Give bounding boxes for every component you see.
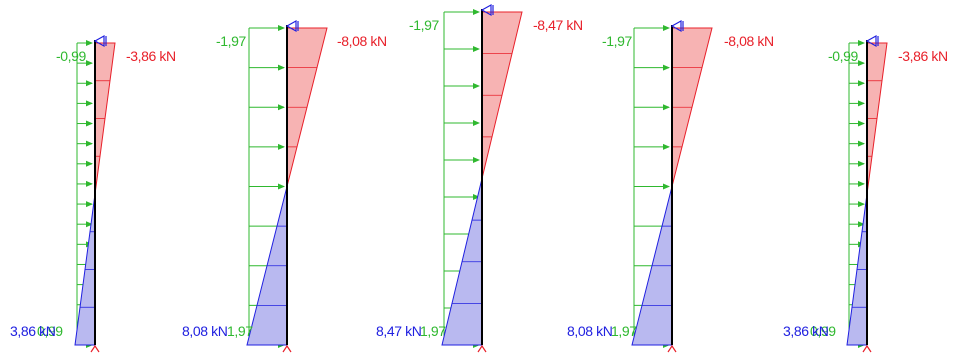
load-arrow-head	[278, 64, 285, 71]
bottom-support-icon	[282, 344, 292, 353]
load-arrow-head	[473, 9, 480, 15]
load-arrow-head	[278, 104, 285, 111]
load-arrow-head	[473, 46, 480, 52]
force-top-label: -8,47 kN	[533, 17, 583, 33]
force-bottom-label: 3,86 kN	[783, 323, 828, 339]
load-arrow-head	[663, 143, 670, 150]
bottom-support-icon	[667, 344, 677, 353]
load-arrow-head	[86, 100, 93, 107]
load-arrow-head	[86, 80, 93, 87]
load-arrow-head	[473, 120, 480, 126]
top-support-icon	[285, 19, 297, 33]
bottom-support-icon	[477, 344, 487, 353]
load-arrow-head	[473, 194, 480, 200]
column-3: -1,97 -8,47 kN 1,978,47 kN	[376, 3, 583, 353]
load-top-label: -1,97	[216, 33, 247, 49]
column-1: -0,99 -3,86 kN 0,993,86 kN	[10, 34, 176, 353]
load-arrow-head	[858, 180, 865, 187]
top-support-icon	[670, 19, 682, 33]
load-bottom-label: 0,99	[810, 323, 836, 339]
load-arrow-head	[473, 157, 480, 163]
load-arrow-head	[858, 221, 865, 228]
top-support-icon	[480, 3, 492, 17]
load-arrow-head	[663, 64, 670, 71]
top-support-icon	[865, 34, 877, 48]
load-arrow-head	[663, 104, 670, 111]
load-arrow-head	[86, 60, 93, 67]
load-arrow-head	[278, 143, 285, 150]
force-bottom-label: 8,08 kN	[567, 323, 612, 339]
force-bottom-label: 3,86 kN	[10, 323, 55, 339]
load-arrow-head	[86, 201, 93, 208]
load-arrow-head	[858, 60, 865, 67]
load-arrow-head	[858, 80, 865, 87]
load-top-label: -0,99	[828, 48, 859, 64]
load-arrow-head	[86, 221, 93, 228]
force-bottom-label: 8,08 kN	[182, 323, 227, 339]
load-bottom-label: 0,99	[37, 323, 63, 339]
column-2: -1,97 -8,08 kN 1,978,08 kN	[182, 19, 387, 353]
load-top-label: -1,97	[409, 17, 440, 33]
load-bottom-label: 1,97	[611, 323, 637, 339]
load-arrow-head	[858, 201, 865, 208]
column-4: -1,97 -8,08 kN 1,978,08 kN	[567, 19, 774, 353]
load-arrow-head	[86, 160, 93, 167]
load-arrow-head	[858, 100, 865, 107]
force-top-label: -8,08 kN	[337, 33, 387, 49]
load-arrow-head	[473, 83, 480, 89]
load-arrow-head	[86, 120, 93, 127]
force-top-label: -8,08 kN	[724, 33, 774, 49]
bottom-support-icon	[90, 344, 100, 353]
load-arrow-head	[663, 25, 670, 31]
bottom-support-icon	[862, 344, 872, 353]
load-arrow-head	[86, 140, 93, 147]
force-top-label: -3,86 kN	[126, 48, 176, 64]
top-support-icon	[93, 34, 105, 48]
force-bottom-label: 8,47 kN	[376, 323, 421, 339]
load-arrow-head	[278, 183, 285, 190]
load-bottom-label: 1,97	[420, 323, 446, 339]
load-top-label: -1,97	[602, 33, 633, 49]
column-5: -0,99 -3,86 kN 0,993,86 kN	[783, 34, 948, 353]
load-arrow-head	[86, 40, 93, 46]
load-arrow-head	[858, 160, 865, 167]
load-arrow-head	[278, 25, 285, 31]
load-bottom-label: 1,97	[227, 323, 253, 339]
load-arrow-head	[858, 40, 865, 46]
force-top-label: -3,86 kN	[898, 48, 948, 64]
load-top-label: -0,99	[56, 48, 87, 64]
load-arrow-head	[86, 180, 93, 187]
load-arrow-head	[858, 120, 865, 127]
load-arrow-head	[663, 183, 670, 190]
load-arrow-head	[858, 140, 865, 147]
